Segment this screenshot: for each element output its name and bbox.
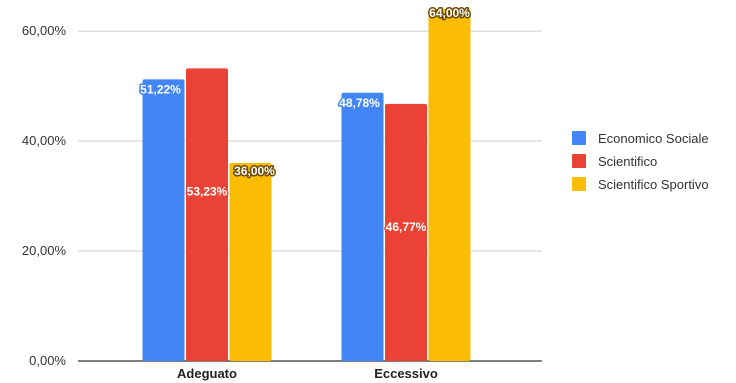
bar-eccessivo-3 bbox=[428, 9, 471, 361]
category-label: Adeguato bbox=[177, 366, 237, 381]
data-label: 53,23% bbox=[187, 184, 228, 198]
bar-eccessivo-1 bbox=[341, 92, 384, 361]
legend-swatch bbox=[572, 131, 586, 145]
bar-adeguato-3 bbox=[229, 163, 272, 361]
y-tick-label: 60,00% bbox=[22, 23, 67, 38]
y-tick-label: 40,00% bbox=[22, 133, 67, 148]
y-axis-ticks: 0,00% 20,00% 40,00% 60,00% bbox=[22, 23, 67, 368]
data-label: 64,00% bbox=[429, 6, 470, 20]
data-label: 46,77% bbox=[386, 220, 427, 234]
legend: Economico Sociale Scientifico Scientifico … bbox=[572, 131, 709, 192]
data-label: 48,78% bbox=[339, 96, 380, 110]
legend-label: Scientifico bbox=[598, 154, 657, 169]
bar-eccessivo-2 bbox=[385, 103, 427, 361]
category-label: Eccessivo bbox=[374, 366, 438, 381]
data-label: 51,22% bbox=[140, 82, 181, 96]
y-tick-label: 0,00% bbox=[29, 353, 66, 368]
legend-label: Economico Sociale bbox=[598, 131, 709, 146]
x-axis-categories: Adeguato Eccessivo bbox=[177, 366, 438, 381]
bar-adeguato-1 bbox=[142, 79, 185, 361]
legend-label: Scientifico Sportivo bbox=[598, 177, 709, 192]
legend-swatch bbox=[572, 177, 586, 191]
y-tick-label: 20,00% bbox=[22, 243, 67, 258]
data-label: 36,00% bbox=[234, 164, 275, 178]
bar-adeguato-2 bbox=[186, 68, 228, 362]
data-labels: 51,22% 53,23% 36,00% 48,78% 46,77% 64,00% bbox=[139, 5, 472, 236]
bars bbox=[142, 9, 471, 362]
legend-swatch bbox=[572, 154, 586, 168]
